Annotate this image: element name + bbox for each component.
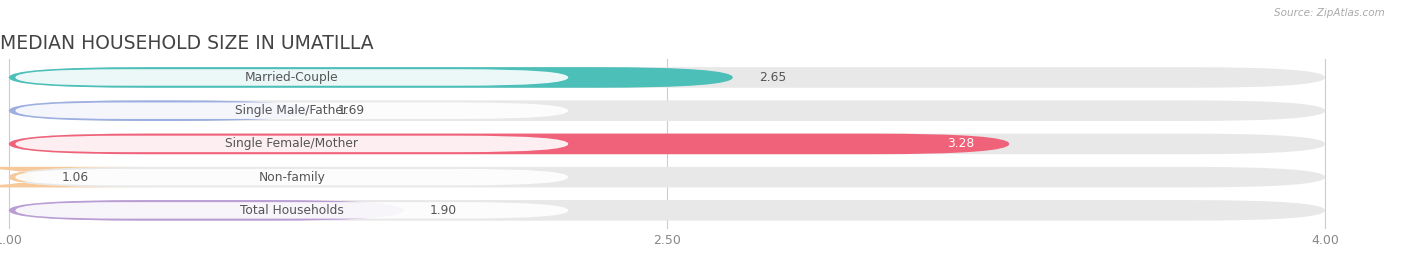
- FancyBboxPatch shape: [8, 134, 1010, 154]
- FancyBboxPatch shape: [8, 134, 1326, 154]
- FancyBboxPatch shape: [15, 202, 568, 219]
- FancyBboxPatch shape: [15, 136, 568, 152]
- Text: Source: ZipAtlas.com: Source: ZipAtlas.com: [1274, 8, 1385, 18]
- FancyBboxPatch shape: [8, 167, 1326, 187]
- Text: 1.90: 1.90: [430, 204, 457, 217]
- Text: Single Male/Father: Single Male/Father: [235, 104, 349, 117]
- FancyBboxPatch shape: [15, 102, 568, 119]
- Text: Married-Couple: Married-Couple: [245, 71, 339, 84]
- FancyBboxPatch shape: [15, 69, 568, 86]
- FancyBboxPatch shape: [8, 200, 404, 221]
- Text: Total Households: Total Households: [240, 204, 343, 217]
- Text: MEDIAN HOUSEHOLD SIZE IN UMATILLA: MEDIAN HOUSEHOLD SIZE IN UMATILLA: [0, 34, 374, 53]
- FancyBboxPatch shape: [15, 169, 568, 185]
- FancyBboxPatch shape: [8, 200, 1326, 221]
- Text: Single Female/Mother: Single Female/Mother: [225, 137, 359, 150]
- Text: 3.28: 3.28: [946, 137, 974, 150]
- FancyBboxPatch shape: [8, 67, 1326, 88]
- FancyBboxPatch shape: [8, 100, 1326, 121]
- Text: 1.06: 1.06: [62, 171, 89, 184]
- FancyBboxPatch shape: [8, 67, 733, 88]
- Text: Non-family: Non-family: [259, 171, 325, 184]
- FancyBboxPatch shape: [0, 167, 145, 187]
- Text: 1.69: 1.69: [337, 104, 366, 117]
- FancyBboxPatch shape: [8, 100, 312, 121]
- Text: 2.65: 2.65: [759, 71, 786, 84]
